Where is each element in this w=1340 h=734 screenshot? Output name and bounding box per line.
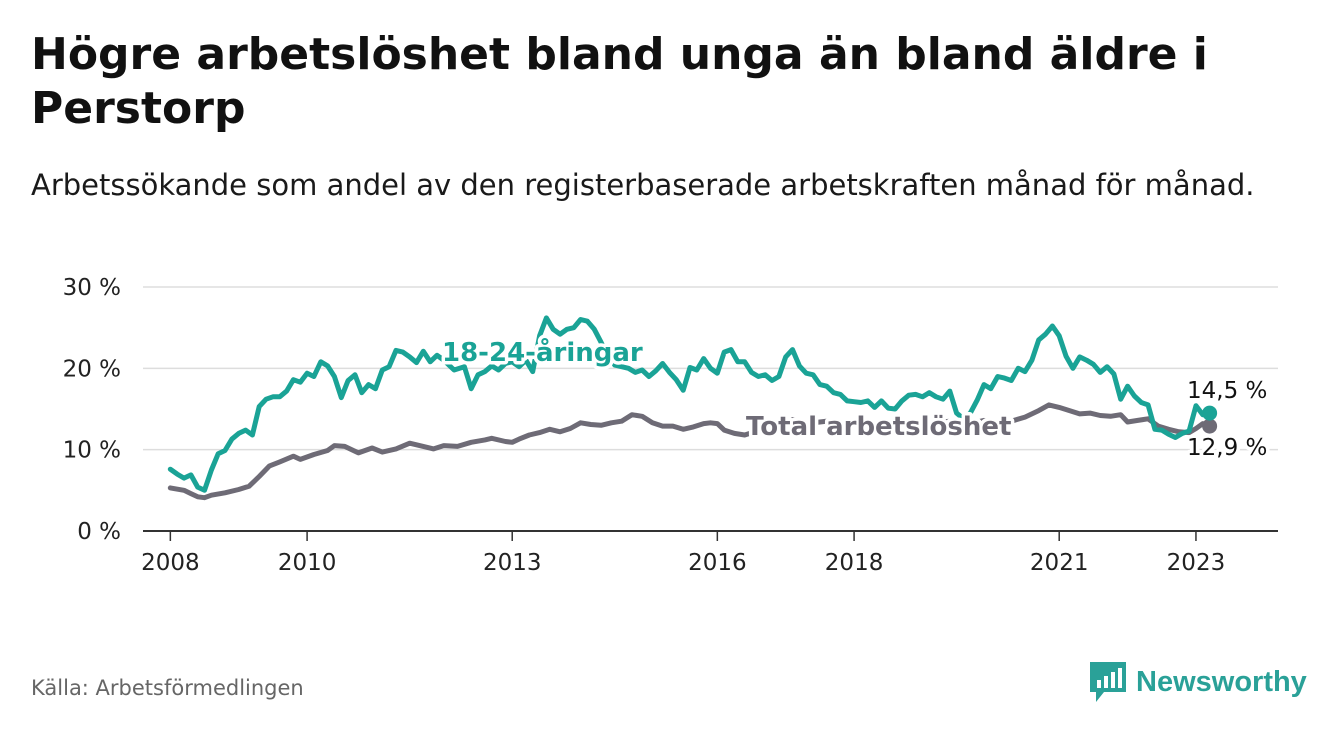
x-axis-ticks: 2008 2010 2013 2016 2018 2021 2023 [141, 531, 1225, 576]
y-axis-ticks: 0 % 10 % 20 % 30 % [63, 275, 121, 545]
end-point-total [1202, 418, 1218, 434]
end-label-youth-text: 14,5 % [1187, 378, 1267, 404]
x-tick-label: 2021 [1030, 550, 1089, 576]
x-tick-label: 2023 [1167, 550, 1226, 576]
y-tick: 30 % [63, 275, 121, 301]
y-tick: 20 % [63, 356, 121, 382]
series-label-youth-text: 18-24-åringar [442, 336, 643, 368]
series-label-total-text: Total arbetslöshet [746, 412, 1011, 442]
newsworthy-logo-icon [1090, 662, 1126, 702]
y-tick: 10 % [63, 438, 121, 464]
y-tick-label: 10 % [63, 438, 121, 464]
series-line-total [167, 402, 1213, 501]
y-tick-label: 30 % [63, 275, 121, 301]
y-tick-label: 0 % [77, 519, 121, 545]
x-tick-label: 2016 [688, 550, 747, 576]
line-chart: 0 % 10 % 20 % 30 % 2008 2010 2013 2016 2018 2021… [63, 275, 1278, 576]
y-tick: 0 % [77, 519, 121, 545]
x-tick: 2010 [278, 550, 337, 576]
source-note: Källa: Arbetsförmedlingen [31, 676, 304, 700]
y-tick-label: 20 % [63, 356, 121, 382]
series-line-youth [167, 315, 1213, 493]
end-label-total-halo: 12,9 % [1187, 435, 1267, 461]
grid-lines [143, 286, 1278, 532]
end-label-total-text: 12,9 % [1187, 435, 1267, 461]
x-tick: 2013 [483, 550, 542, 576]
x-tick-label: 2013 [483, 550, 542, 576]
x-tick: 2016 [688, 550, 747, 576]
x-tick-label: 2018 [825, 550, 884, 576]
end-label-youth-halo: 14,5 % [1187, 378, 1267, 404]
chart-subtitle: Arbetssökande som andel av den registerb… [31, 168, 1255, 202]
end-label-total: 12,9 %12,9 % [1184, 432, 1271, 465]
brand-name: Newsworthy [1136, 665, 1307, 698]
x-tick-label: 2010 [278, 550, 337, 576]
end-label-youth: 14,5 %14,5 % [1184, 375, 1271, 408]
x-tick: 2018 [825, 550, 884, 576]
series-lines [167, 315, 1213, 501]
x-tick-label: 2008 [141, 550, 200, 576]
end-point-youth [1202, 405, 1218, 421]
series-label-youth-halo: 18-24-åringar [442, 336, 643, 368]
brand-logo[interactable]: Newsworthy [1088, 660, 1307, 704]
x-tick: 2021 [1030, 550, 1089, 576]
x-tick: 2008 [141, 550, 200, 576]
series-label-total-halo: Total arbetslöshet [746, 412, 1011, 442]
chart-title: Högre arbetslöshet bland unga än bland ä… [31, 29, 1208, 134]
x-tick: 2023 [1167, 550, 1226, 576]
